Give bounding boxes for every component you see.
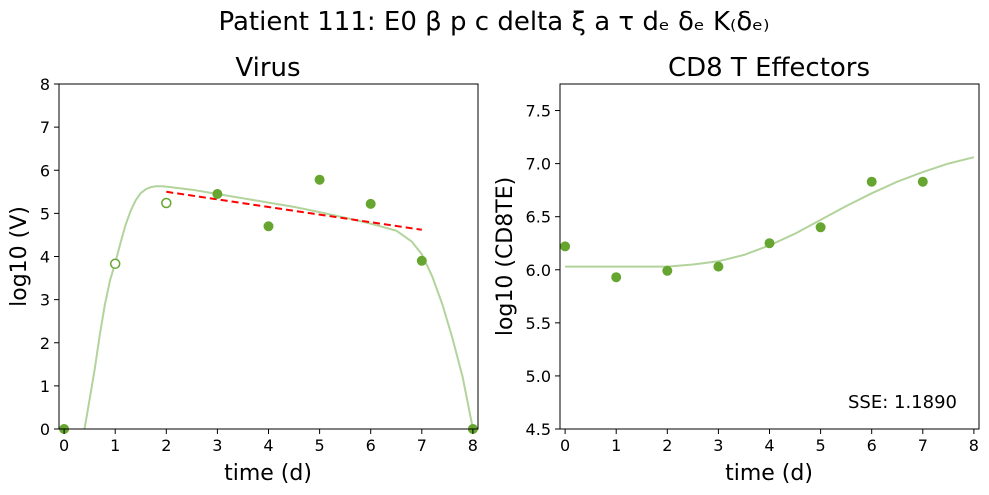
cd8-y-axis-label: log10 (CD8TE): [493, 177, 518, 336]
virus-x-tick-label: 7: [417, 436, 427, 455]
virus-title: Virus: [235, 53, 300, 83]
cd8-x-tick-label: 0: [560, 436, 570, 455]
cd8-y-tick-label: 6.5: [526, 208, 551, 227]
virus-x-tick-label: 6: [366, 436, 376, 455]
cd8-y-tick-label: 5.5: [526, 314, 551, 333]
virus-x-tick-label: 1: [110, 436, 120, 455]
virus-x-tick-label: 3: [212, 436, 222, 455]
virus-x-axis-label: time (d): [224, 461, 312, 486]
cd8-x-tick-label: 7: [918, 436, 928, 455]
virus-data-point: [212, 189, 223, 199]
virus-y-tick-label: 2: [40, 334, 50, 353]
virus-y-tick-label: 5: [40, 204, 50, 223]
virus-data-point: [365, 198, 376, 209]
virus-trend-line: [166, 190, 422, 231]
sse-annotation: SSE: 1.1890: [848, 392, 957, 413]
cd8-x-tick-label: 3: [713, 436, 723, 455]
cd8-axes-frame: [559, 83, 980, 430]
virus-y-axis-label: log10 (V): [7, 206, 32, 307]
virus-x-tick-label: 0: [59, 436, 69, 455]
cd8-plot-area: 0 1 2 3 4 5 6 7 8 4.5 5.0 5.5 6.0 6.5 7.0 7.5: [526, 102, 979, 455]
cd8-x-axis-label: time (d): [725, 461, 813, 486]
cd8-data-point: [662, 265, 673, 276]
figure-suptitle: Patient 111: E0 β p c delta ξ a τ dₑ δₑ …: [218, 7, 769, 37]
cd8-x-tick-label: 5: [816, 436, 826, 455]
virus-x-tick-label: 2: [161, 436, 171, 455]
cd8-data-point: [866, 176, 877, 187]
virus-x-tick-label: 8: [468, 436, 478, 455]
virus-open-data-point: [109, 258, 121, 270]
cd8-x-tick-label: 2: [662, 436, 672, 455]
cd8-x-tick-label: 1: [611, 436, 621, 455]
cd8-data-point: [917, 176, 928, 187]
virus-panel: Virus 0 1 2 3 4 5 6 7 8 0 1 2 3 4 5 6 7 8 time (d) log10 …: [7, 53, 479, 486]
cd8-data-point: [764, 238, 775, 249]
cd8-x-tick-label: 8: [969, 436, 979, 455]
cd8-x-tick-label: 4: [764, 436, 774, 455]
cd8-y-tick-label: 7.5: [526, 102, 551, 121]
cd8-y-tick-label: 7.0: [526, 155, 551, 174]
virus-plot-area: 0 1 2 3 4 5 6 7 8 0 1 2 3 4 5 6 7 8: [40, 75, 478, 455]
virus-y-tick-label: 7: [40, 118, 50, 137]
cd8-x-tick-label: 6: [867, 436, 877, 455]
virus-data-point: [416, 255, 427, 266]
virus-open-data-point: [161, 197, 172, 209]
virus-y-tick-label: 0: [40, 420, 50, 439]
virus-x-tick-label: 4: [263, 436, 273, 455]
cd8-panel: CD8 T Effectors 0 1 2 3 4 5 6 7 8 4.5 5.0 5.5 6.0 6.5…: [493, 53, 980, 486]
cd8-data-point: [815, 222, 826, 233]
cd8-y-tick-label: 6.0: [526, 261, 551, 280]
cd8-data-point: [611, 272, 622, 283]
virus-data-point: [263, 221, 274, 232]
virus-y-tick-label: 1: [40, 377, 50, 396]
virus-y-tick-label: 6: [40, 161, 50, 180]
virus-data-point: [314, 174, 325, 185]
cd8-fit-line: [565, 156, 975, 268]
cd8-y-tick-label: 4.5: [526, 420, 551, 439]
cd8-data-point: [713, 261, 724, 272]
virus-y-tick-label: 4: [40, 248, 50, 267]
virus-y-tick-label: 8: [40, 75, 50, 94]
virus-y-tick-label: 3: [40, 291, 50, 310]
virus-axes-frame: [58, 83, 479, 430]
cd8-data-point: [560, 241, 571, 252]
cd8-y-tick-label: 5.0: [526, 367, 551, 386]
cd8-title: CD8 T Effectors: [668, 53, 870, 83]
virus-x-tick-label: 5: [315, 436, 325, 455]
